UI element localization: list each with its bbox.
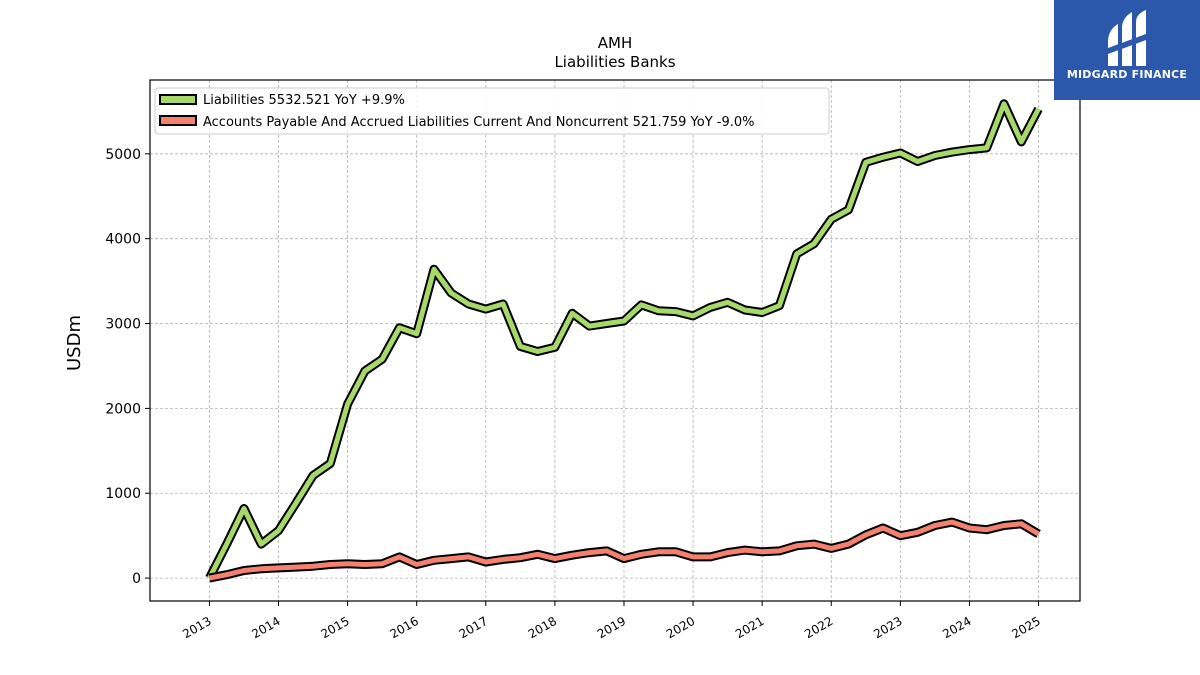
series-layer — [205, 99, 1043, 583]
y-tick-label: 1000 — [105, 486, 141, 502]
x-tick-label: 2025 — [1009, 614, 1042, 641]
legend-label-liabilities: Liabilities 5532.521 YoY +9.9% — [203, 93, 405, 108]
y-tick-label: 3000 — [105, 317, 141, 333]
midgard-finance-logo: MIDGARD FINANCE — [1054, 0, 1200, 100]
x-tick-label: 2022 — [802, 614, 835, 641]
x-tick-label: 2019 — [595, 614, 628, 641]
plot-frame — [149, 79, 1081, 602]
y-tick-label: 0 — [132, 571, 141, 587]
x-tick-label: 2013 — [180, 614, 213, 641]
x-tick-label: 2017 — [457, 614, 490, 641]
legend-frame — [154, 87, 830, 135]
x-tick-label: 2018 — [526, 614, 559, 641]
y-tick-label: 4000 — [105, 232, 141, 248]
x-tick-label: 2020 — [664, 614, 697, 641]
logo-text: MIDGARD FINANCE — [1066, 68, 1188, 81]
chart-subtitle: Liabilities Banks — [554, 53, 675, 71]
x-tick-label: 2014 — [249, 614, 282, 641]
midgard-logo-icon — [1108, 10, 1146, 66]
y-axis-label: USDm — [64, 315, 85, 371]
y-axis: 0 1000 2000 3000 4000 5000 — [105, 147, 150, 587]
chart-title: AMH — [598, 34, 632, 52]
x-tick-label: 2024 — [940, 614, 973, 641]
series-line-0 — [207, 101, 1041, 580]
x-tick-label: 2015 — [318, 614, 351, 641]
x-tick-label: 2021 — [733, 614, 766, 641]
x-tick-label: 2016 — [388, 614, 421, 641]
series-line-1 — [208, 519, 1040, 581]
legend-swatch-liabilities — [159, 94, 197, 105]
legend-swatch-accounts-payable — [159, 115, 197, 126]
y-tick-label: 2000 — [105, 401, 141, 417]
legend-label-accounts-payable: Accounts Payable And Accrued Liabilities… — [203, 115, 755, 130]
y-tick-label: 5000 — [105, 147, 141, 163]
x-tick-label: 2023 — [871, 614, 904, 641]
grid — [150, 80, 1080, 601]
legend: Liabilities 5532.521 YoY +9.9% Accounts … — [154, 87, 830, 135]
x-axis: 2013 2014 2015 2016 2017 2018 2019 2020 2021 2022… — [180, 601, 1043, 641]
